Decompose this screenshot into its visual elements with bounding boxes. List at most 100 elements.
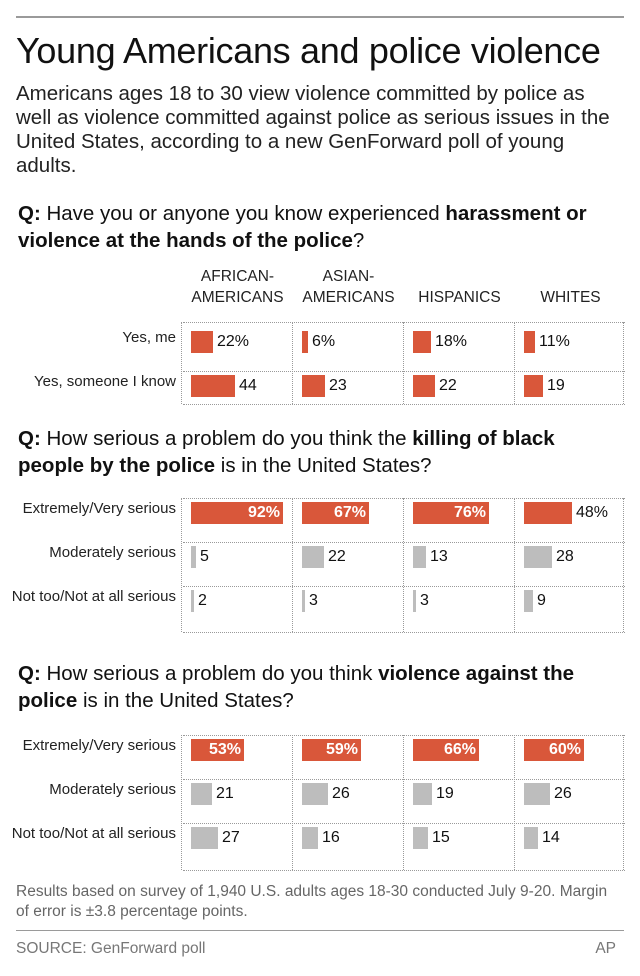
question-text: Q: How serious a problem do you think vi… xyxy=(18,660,618,714)
grid-line xyxy=(514,322,515,404)
data-bar xyxy=(191,783,212,805)
data-bar xyxy=(191,827,218,849)
data-bar xyxy=(302,331,308,353)
data-bar xyxy=(191,331,213,353)
row-label: Not too/Not at all serious xyxy=(11,825,176,842)
grid-line xyxy=(623,735,624,870)
row-label: Moderately serious xyxy=(49,544,176,561)
grid-line xyxy=(403,498,404,632)
data-bar xyxy=(413,827,428,849)
row-label: Not too/Not at all serious xyxy=(11,588,176,605)
data-label: 26 xyxy=(332,785,350,802)
data-bar xyxy=(413,783,432,805)
column-header: ASIAN- AMERICANS xyxy=(302,268,395,306)
data-bar xyxy=(413,739,479,761)
data-label: 27 xyxy=(222,829,240,846)
grid-line xyxy=(181,322,182,404)
top-rule xyxy=(16,16,624,18)
row-label: Moderately serious xyxy=(49,781,176,798)
grid-line xyxy=(623,498,624,632)
grid-line xyxy=(292,322,293,404)
data-label: 26 xyxy=(554,785,572,802)
data-bar xyxy=(413,375,435,397)
question-part: Have you or anyone you know experienced xyxy=(40,202,446,225)
data-label: 76% xyxy=(453,504,486,521)
data-bar xyxy=(413,590,416,612)
data-bar xyxy=(524,827,538,849)
data-label: 18% xyxy=(435,333,468,350)
data-label: 3 xyxy=(420,592,429,609)
data-bar xyxy=(191,502,283,524)
data-label: 22% xyxy=(217,333,250,350)
page-title: Young Americans and police violence xyxy=(16,30,601,71)
question-part: How serious a problem do you think the xyxy=(40,427,413,450)
data-bar xyxy=(413,546,426,568)
data-label: 16 xyxy=(322,829,340,846)
question-part: is in the United States? xyxy=(215,454,432,477)
data-bar xyxy=(191,739,244,761)
grid-line xyxy=(181,498,182,632)
column-header: HISPANICS xyxy=(418,289,501,306)
grid-line xyxy=(514,735,515,870)
data-label: 15 xyxy=(432,829,450,846)
data-bar xyxy=(524,783,550,805)
data-bar xyxy=(413,502,489,524)
data-label: 21 xyxy=(216,785,234,802)
data-label: 22 xyxy=(439,377,457,394)
data-bar xyxy=(191,590,194,612)
data-bar xyxy=(302,546,324,568)
data-label: 13 xyxy=(430,548,448,565)
question-prefix: Q: xyxy=(18,662,41,685)
row-label: Yes, someone I know xyxy=(33,373,176,390)
data-bar xyxy=(524,739,584,761)
data-label: 48% xyxy=(576,504,609,521)
grid-line xyxy=(292,735,293,870)
data-bar xyxy=(302,739,361,761)
question-emphasis: violence against the police xyxy=(18,662,575,712)
grid-line xyxy=(183,498,625,499)
grid-line xyxy=(292,498,293,632)
grid-line xyxy=(183,404,625,405)
question-text: Q: How serious a problem do you think th… xyxy=(18,425,618,479)
question-prefix: Q: xyxy=(18,202,41,225)
data-bar xyxy=(191,546,196,568)
question-part: is in the United States? xyxy=(77,689,294,712)
question-emphasis: harassment or violence at the hands of t… xyxy=(18,202,587,252)
data-label: 2 xyxy=(198,592,207,609)
column-header: WHITES xyxy=(540,289,601,306)
grid-line xyxy=(183,735,625,736)
question-text: Q: Have you or anyone you know experienc… xyxy=(18,200,618,254)
grid-line xyxy=(181,735,182,870)
data-bar xyxy=(524,375,543,397)
question-part: How serious a problem do you think xyxy=(40,662,379,685)
data-bar xyxy=(524,502,572,524)
row-label: Extremely/Very serious xyxy=(22,737,176,754)
grid-line xyxy=(183,322,625,323)
grid-line xyxy=(183,870,625,871)
question-part: ? xyxy=(352,229,365,252)
data-bar xyxy=(302,783,328,805)
data-bar xyxy=(191,375,235,397)
data-bar xyxy=(302,502,369,524)
bottom-rule xyxy=(16,930,624,931)
grid-line xyxy=(403,322,404,404)
intro-text: Americans ages 18 to 30 view violence co… xyxy=(16,82,610,177)
question-emphasis: killing of black people by the police xyxy=(18,427,555,477)
data-label: 19 xyxy=(436,785,454,802)
data-bar xyxy=(302,375,325,397)
data-label: 6% xyxy=(312,333,336,350)
row-label: Extremely/Very serious xyxy=(22,500,176,517)
ap-credit: AP xyxy=(595,940,616,957)
grid-line xyxy=(514,498,515,632)
data-label: 9 xyxy=(537,592,546,609)
data-label: 53% xyxy=(208,741,241,758)
data-bar xyxy=(302,827,318,849)
grid-line xyxy=(183,632,625,633)
data-label: 23 xyxy=(329,377,347,394)
row-label: Yes, me xyxy=(122,329,176,346)
question-prefix: Q: xyxy=(18,427,41,450)
grid-line xyxy=(183,542,625,543)
grid-line xyxy=(623,322,624,404)
data-label: 11% xyxy=(539,333,570,350)
data-label: 66% xyxy=(443,741,476,758)
